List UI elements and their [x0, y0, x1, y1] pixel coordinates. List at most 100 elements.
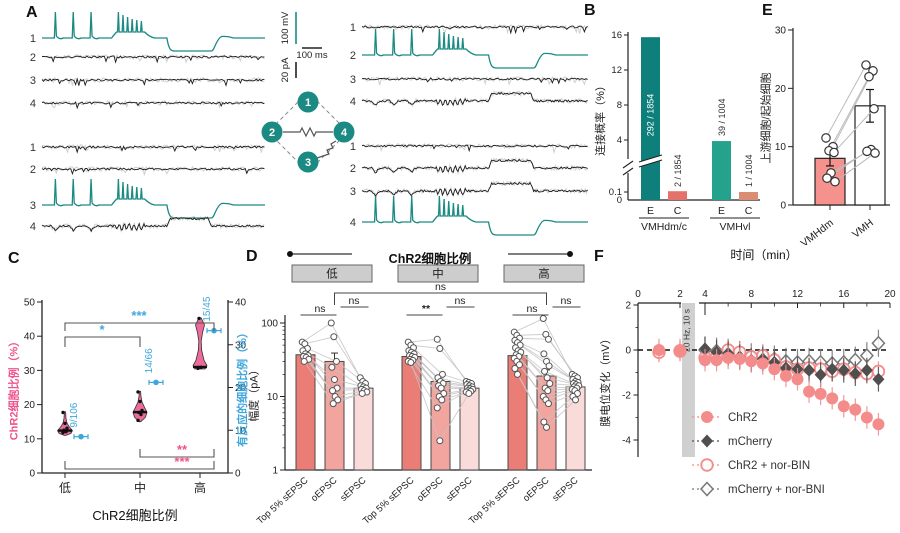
axis-break-mark — [622, 160, 634, 169]
sig-bracket — [64, 461, 215, 470]
data-point — [300, 357, 308, 365]
panel-f-ylabel: 膜电位变化（mV） — [540, 333, 670, 427]
pair-line — [413, 347, 443, 375]
marker-circle-filled — [745, 355, 758, 368]
data-point — [358, 389, 366, 397]
violin-point — [199, 365, 203, 370]
pair-line — [518, 356, 549, 391]
axis-break-gap — [626, 159, 630, 173]
group-box-label: 低 — [326, 268, 338, 281]
trace-number: 2 — [30, 52, 36, 64]
label: 10 — [775, 142, 787, 153]
marker-circle-filled — [837, 400, 850, 413]
stim-bar — [682, 303, 695, 457]
panel-e-ylabel-text: 上游细胞/起始细胞 — [761, 72, 773, 164]
label: 40 — [235, 298, 247, 309]
data-point — [540, 350, 548, 358]
sig-label: ns — [526, 303, 537, 315]
x-cat-label: Top 5% sEPSC — [361, 475, 417, 527]
pair-line — [331, 366, 362, 387]
marker-circle-filled — [814, 387, 827, 400]
panel-c-chart: 010203040500102030409/106低14/66中15/45高**… — [24, 296, 247, 495]
responding-label: 14/66 — [144, 348, 155, 373]
responding-point — [78, 433, 84, 440]
pair-line — [304, 336, 334, 345]
data-point — [332, 357, 340, 365]
bar-cat-label: C — [745, 205, 753, 217]
sig-star: *** — [131, 308, 147, 323]
data-point — [543, 374, 551, 382]
axis-break-mark — [622, 167, 634, 176]
label: 0 — [617, 195, 622, 206]
marker-diamond-filled — [837, 363, 850, 377]
stim-label: 20 Hz, 10 s — [682, 309, 692, 352]
label: 1 — [272, 466, 278, 477]
violin-point — [138, 399, 142, 404]
pair-line — [410, 362, 441, 441]
data-point — [544, 335, 552, 343]
group-box — [291, 264, 373, 283]
bar-cat-label: E — [647, 205, 654, 217]
label: 0 — [29, 469, 35, 480]
x-cat-label: oEPSC — [521, 475, 552, 504]
data-point — [327, 319, 335, 327]
label: 0.1 — [609, 187, 622, 198]
pair-line — [825, 64, 867, 139]
legend-label: mCherry — [728, 436, 772, 448]
sig-label: ns — [560, 295, 571, 307]
x-tick-label: 20 — [884, 289, 896, 300]
x-cat-label: 低 — [59, 481, 71, 495]
data-point — [545, 362, 553, 370]
panel-c-left-ylabel: ChR2细胞比例（%） — [0, 335, 79, 440]
data-point — [821, 133, 831, 143]
panel-d-chart: 低中高110100Top 5% sEPSCoEPSCsEPSCnsnsTop 5… — [255, 251, 592, 527]
schematic-cell-1 — [297, 91, 319, 113]
bar-中-Top 5% sEPSC — [401, 356, 422, 471]
marker-circle-filled — [803, 385, 816, 398]
bar-低-Top 5% sEPSC — [295, 354, 316, 471]
data-point — [544, 400, 552, 408]
pair-line — [544, 370, 574, 384]
scalebar-100mV-label: 100 mV — [280, 11, 291, 44]
marker-circle-open — [700, 458, 714, 472]
resistor-4-3 — [316, 140, 337, 159]
panel-b-ylabel-text: 连接概率（%） — [595, 80, 607, 156]
schematic-cell-4 — [333, 121, 355, 143]
violin-point — [196, 366, 200, 371]
data-point — [407, 359, 415, 367]
group-label: VMHvl — [720, 221, 751, 233]
sig-star: * — [99, 322, 105, 337]
data-point — [438, 396, 446, 404]
pair-line — [833, 108, 875, 153]
x-tick-label: 16 — [838, 289, 850, 300]
x-cat-label: VMHdm — [799, 217, 836, 245]
violin-point — [197, 316, 201, 321]
label: 0 — [625, 346, 631, 357]
marker-circle-filled — [779, 369, 792, 382]
header-dot-right — [567, 251, 573, 257]
marker-circle-filled — [756, 357, 769, 370]
marker-diamond-filled — [826, 362, 839, 376]
schematic-cell-number: 3 — [305, 157, 311, 169]
panel-e-chart: 0 10 20 30 VMHdm VMH — [775, 26, 890, 245]
marker-circle-filled — [733, 353, 746, 365]
trace-noise-underlay — [361, 156, 588, 176]
bar-count-label: 292 / 1854 — [646, 94, 656, 137]
marker-circle-filled — [768, 363, 781, 376]
pair-line — [834, 152, 876, 183]
schematic-cell-2 — [261, 121, 283, 143]
marker-diamond-filled — [803, 363, 816, 377]
scalebar-20pA-label: 20 pA — [280, 57, 291, 82]
violin-point — [61, 410, 65, 415]
trace-stim — [362, 195, 588, 236]
label: 100 — [261, 319, 278, 330]
trace-flat — [41, 167, 265, 176]
legend-label: ChR2 — [728, 412, 757, 424]
x-cat-label: Top 5% sEPSC — [255, 475, 311, 527]
trace-stim — [362, 28, 588, 69]
panel-d-ylabel: 幅度（pA） — [189, 364, 319, 421]
marker-circle-filled — [826, 392, 839, 405]
sig-bracket — [64, 322, 215, 331]
label: 16 — [611, 30, 622, 41]
